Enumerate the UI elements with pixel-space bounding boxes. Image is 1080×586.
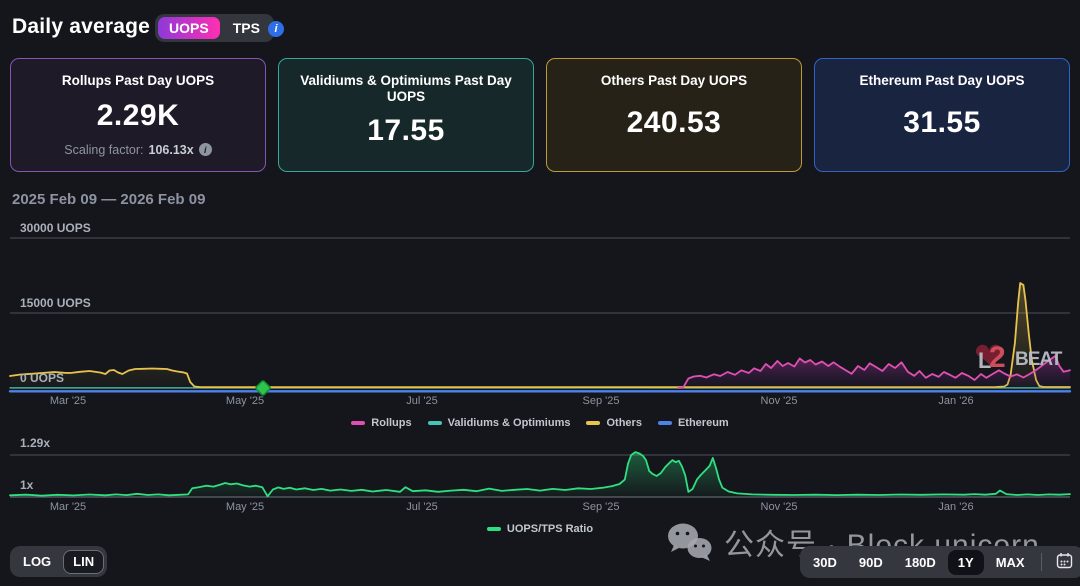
ratio-chart[interactable] xyxy=(0,440,1080,502)
y-tick-1x: 1x xyxy=(20,478,34,492)
x-tick: Sep '25 xyxy=(582,501,620,513)
rollups-swatch xyxy=(351,421,366,425)
others-line xyxy=(9,282,1071,389)
y-tick-1-29x: 1.29x xyxy=(20,436,51,450)
card-value: 2.29K xyxy=(96,98,180,132)
card-title: Ethereum Past Day UOPS xyxy=(859,73,1025,88)
card-rollups: Rollups Past Day UOPS 2.29K Scaling fact… xyxy=(10,58,266,172)
range-90d-button[interactable]: 90D xyxy=(858,554,883,570)
info-icon[interactable]: i xyxy=(268,21,284,37)
range-1y-button[interactable]: 1Y xyxy=(947,549,984,575)
card-value: 240.53 xyxy=(626,105,722,139)
legend-others: Others xyxy=(586,417,642,429)
log-button[interactable]: LOG xyxy=(23,554,52,569)
card-title: Rollups Past Day UOPS xyxy=(61,73,215,88)
card-value: 17.55 xyxy=(367,113,445,147)
scale-toggle: LOG LIN xyxy=(10,546,108,577)
stat-cards-row: Rollups Past Day UOPS 2.29K Scaling fact… xyxy=(10,58,1070,172)
x-tick: Mar '25 xyxy=(49,395,87,407)
x-tick: Nov '25 xyxy=(760,501,798,513)
date-range-label: 2025 Feb 09 — 2026 Feb 09 xyxy=(12,191,206,208)
ratio-swatch xyxy=(486,527,501,531)
legend-rollups: Rollups xyxy=(351,417,412,429)
ratio-line xyxy=(9,451,1071,498)
card-validiums: Validiums & Optimiums Past Day UOPS 17.5… xyxy=(278,58,534,172)
legend-ethereum: Ethereum xyxy=(657,417,729,429)
scaling-info-icon[interactable]: i xyxy=(198,143,212,157)
scaling-factor: Scaling factor: 106.13x i xyxy=(64,143,212,161)
x-tick: May '25 xyxy=(225,501,265,513)
range-max-button[interactable]: MAX xyxy=(995,554,1025,570)
card-value: 31.55 xyxy=(903,105,981,139)
x-tick: Sep '25 xyxy=(582,395,620,407)
others-area xyxy=(10,283,1070,388)
main-chart-legend: Rollups Validiums & Optimiums Others Eth… xyxy=(0,417,1080,429)
divider xyxy=(1040,553,1042,571)
x-tick: Jul '25 xyxy=(406,395,438,407)
lin-button[interactable]: LIN xyxy=(63,549,105,574)
legend-validiums: Validiums & Optimiums xyxy=(427,417,570,429)
y-tick-15000: 15000 UOPS xyxy=(20,296,91,310)
range-180d-button[interactable]: 180D xyxy=(904,554,936,570)
tps-toggle-button[interactable]: TPS xyxy=(232,20,260,36)
x-tick: Jan '26 xyxy=(938,395,974,407)
wechat-icon xyxy=(668,523,712,561)
page-title: Daily average xyxy=(12,15,151,38)
rollups-line xyxy=(676,355,1071,389)
ratio-chart-legend: UOPS/TPS Ratio xyxy=(0,523,1080,535)
unit-toggle: UOPS TPS xyxy=(155,14,274,42)
x-tick: Jan '26 xyxy=(938,501,974,513)
milestone-diamond-marker[interactable] xyxy=(255,380,271,396)
x-tick: May '25 xyxy=(225,395,265,407)
ethereum-swatch xyxy=(657,421,672,425)
card-others: Others Past Day UOPS 240.53 xyxy=(546,58,802,172)
x-tick: Jul '25 xyxy=(406,501,438,513)
others-swatch xyxy=(586,421,601,425)
main-uops-chart[interactable] xyxy=(0,220,1080,398)
heart-icon: ❤ xyxy=(974,335,1005,376)
card-title: Validiums & Optimiums Past Day UOPS xyxy=(300,73,512,104)
l2beat-watermark: ❤ L 2 BEAT xyxy=(974,335,1062,376)
x-tick: Nov '25 xyxy=(760,395,798,407)
time-range-selector: 30D 90D 180D 1Y MAX xyxy=(800,546,1080,578)
calendar-icon-glyph xyxy=(1056,553,1072,569)
card-ethereum: Ethereum Past Day UOPS 31.55 xyxy=(814,58,1070,172)
range-30d-button[interactable]: 30D xyxy=(813,554,837,570)
legend-uops-tps-ratio: UOPS/TPS Ratio xyxy=(486,523,593,535)
x-tick: Mar '25 xyxy=(49,501,87,513)
card-title: Others Past Day UOPS xyxy=(600,73,748,88)
validiums-swatch xyxy=(427,421,442,425)
y-tick-0: 0 UOPS xyxy=(20,371,65,385)
y-tick-30000: 30000 UOPS xyxy=(20,221,91,235)
calendar-icon[interactable] xyxy=(1048,549,1080,575)
uops-toggle-button[interactable]: UOPS xyxy=(158,17,220,39)
